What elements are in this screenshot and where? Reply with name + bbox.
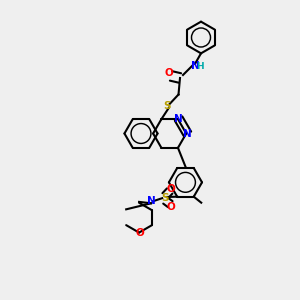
Text: O: O (135, 228, 144, 238)
Text: N: N (183, 129, 192, 139)
Text: N: N (147, 196, 155, 206)
Text: S: S (161, 193, 168, 203)
Text: O: O (164, 68, 173, 79)
Text: N: N (174, 114, 183, 124)
Text: H: H (196, 62, 204, 71)
Text: S: S (164, 100, 171, 111)
Text: O: O (167, 202, 176, 212)
Text: O: O (166, 184, 175, 194)
Text: N: N (190, 61, 200, 71)
